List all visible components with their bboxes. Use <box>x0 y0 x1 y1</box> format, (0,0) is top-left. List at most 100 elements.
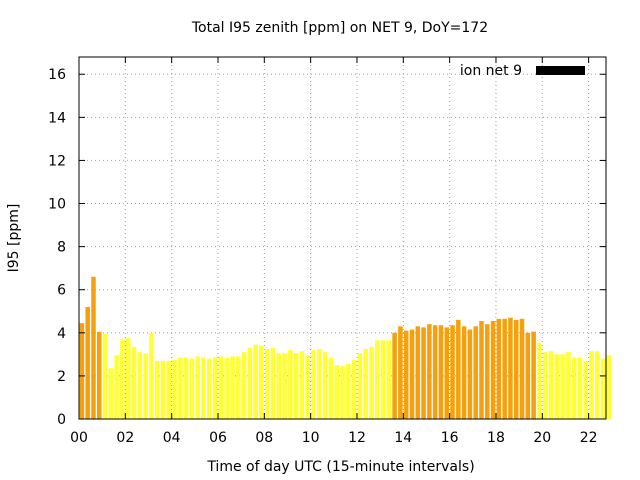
bar <box>91 276 96 419</box>
bar <box>577 357 583 419</box>
bar <box>218 356 224 419</box>
bar <box>328 357 334 419</box>
y-tick-label: 6 <box>57 283 66 299</box>
plot-frame <box>78 56 607 420</box>
bar <box>566 352 571 419</box>
bar <box>201 357 206 419</box>
bar <box>178 357 183 419</box>
bar <box>519 318 525 419</box>
bar <box>595 351 600 420</box>
bar <box>189 358 195 419</box>
bar <box>207 358 212 419</box>
bar <box>537 342 542 419</box>
x-tick-label: 10 <box>302 430 320 446</box>
bar <box>108 368 114 419</box>
legend-swatch <box>536 66 585 75</box>
bar <box>421 327 426 419</box>
bar <box>172 359 177 419</box>
bar <box>212 357 218 419</box>
bar <box>85 306 90 419</box>
y-tick-label: 10 <box>48 197 66 213</box>
bar <box>392 332 397 419</box>
bar <box>374 340 380 419</box>
x-tick-labels: 00 02 04 06 08 10 12 14 16 18 20 22 <box>70 430 597 446</box>
x-tick-label: 22 <box>580 430 598 446</box>
bar <box>571 357 577 419</box>
bar <box>247 347 253 419</box>
x-tick-label: 04 <box>163 430 181 446</box>
bar <box>264 348 270 419</box>
bar <box>334 365 339 419</box>
bar <box>409 329 415 419</box>
y-tick-label: 8 <box>57 240 66 256</box>
x-tick-label: 16 <box>441 430 459 446</box>
bar <box>456 319 461 419</box>
bar <box>131 346 137 419</box>
bar <box>548 351 554 420</box>
bar <box>346 364 351 419</box>
bar <box>154 360 160 419</box>
bar <box>600 358 606 419</box>
legend: ion net 9 <box>460 63 585 79</box>
y-axis-label: I95 [ppm] <box>6 204 22 273</box>
bar <box>363 348 368 419</box>
x-tick-label: 00 <box>70 430 88 446</box>
grid-lines <box>79 57 606 419</box>
bar <box>554 354 560 419</box>
bar <box>380 340 386 419</box>
y-tick-label: 12 <box>48 153 66 169</box>
x-tick-label: 06 <box>209 430 227 446</box>
bar <box>479 320 484 419</box>
bar <box>317 348 322 419</box>
y-tick-label: 2 <box>57 369 66 385</box>
bar <box>259 345 264 419</box>
chart-title: Total I95 zenith [ppm] on NET 9, DoY=172 <box>191 20 488 36</box>
bar <box>137 352 143 419</box>
bar <box>369 346 374 419</box>
bar <box>299 351 305 420</box>
bar <box>293 353 299 419</box>
bar <box>276 353 282 419</box>
bars <box>79 276 612 420</box>
bar <box>450 325 455 419</box>
x-tick-label: 18 <box>487 430 505 446</box>
bar <box>386 340 392 419</box>
bar <box>183 357 189 419</box>
bar <box>102 333 108 419</box>
bar <box>224 357 229 419</box>
bar <box>496 318 502 419</box>
bar <box>444 327 449 419</box>
bar <box>322 352 328 419</box>
x-tick-label: 20 <box>533 430 551 446</box>
bar <box>149 332 154 419</box>
y-tick-label: 0 <box>57 412 66 428</box>
bar <box>589 351 594 420</box>
bar <box>288 350 293 419</box>
y-tick-label: 16 <box>48 67 66 83</box>
bar <box>125 338 131 419</box>
bar <box>236 356 241 419</box>
x-tick-label: 12 <box>348 430 366 446</box>
bar <box>79 323 85 419</box>
bar <box>143 353 148 419</box>
bar <box>525 332 531 419</box>
bar <box>160 360 166 419</box>
bar <box>502 318 507 419</box>
x-tick-label: 02 <box>116 430 134 446</box>
bar <box>351 359 357 419</box>
bar <box>253 344 258 419</box>
bar <box>542 352 548 419</box>
bar <box>282 353 287 419</box>
bar <box>195 356 200 419</box>
bar <box>467 329 473 419</box>
bar <box>583 360 588 419</box>
x-tick-label: 14 <box>394 430 412 446</box>
axis-ticks <box>78 57 606 420</box>
bar <box>490 320 496 419</box>
bar <box>473 326 478 419</box>
bar <box>311 350 316 419</box>
bar <box>485 324 490 419</box>
bar <box>438 325 444 419</box>
legend-label: ion net 9 <box>460 63 522 79</box>
